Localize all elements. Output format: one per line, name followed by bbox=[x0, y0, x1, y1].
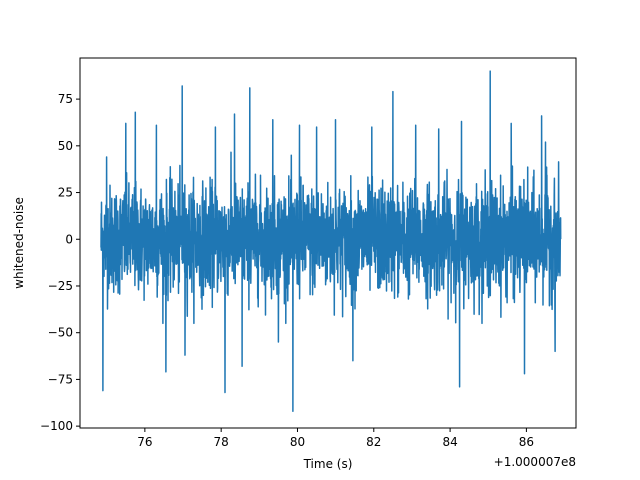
x-axis-label: Time (s) bbox=[303, 457, 353, 471]
x-tick-label: 78 bbox=[214, 435, 229, 449]
y-tick-label: 25 bbox=[58, 186, 73, 200]
y-tick-label: −25 bbox=[48, 279, 73, 293]
y-tick-label: −75 bbox=[48, 372, 73, 386]
x-tick-label: 86 bbox=[519, 435, 534, 449]
x-axis-offset-label: +1.000007e8 bbox=[494, 455, 576, 469]
y-axis: −100 −75 −50 −25 0 25 50 75 bbox=[40, 92, 80, 433]
y-tick-label: −50 bbox=[48, 326, 73, 340]
y-tick-label: 0 bbox=[65, 232, 73, 246]
x-tick-label: 84 bbox=[442, 435, 457, 449]
x-tick-label: 80 bbox=[290, 435, 305, 449]
y-axis-label: whitened-noise bbox=[12, 197, 26, 289]
y-tick-label: 75 bbox=[58, 92, 73, 106]
y-tick-label: −100 bbox=[40, 419, 73, 433]
plot-area bbox=[100, 70, 562, 412]
x-tick-label: 82 bbox=[366, 435, 381, 449]
series-line bbox=[100, 70, 562, 412]
axes-frame bbox=[79, 57, 577, 429]
x-axis: 76 78 80 82 84 86 bbox=[137, 428, 534, 449]
y-tick-label: 50 bbox=[58, 139, 73, 153]
x-tick-label: 76 bbox=[137, 435, 152, 449]
